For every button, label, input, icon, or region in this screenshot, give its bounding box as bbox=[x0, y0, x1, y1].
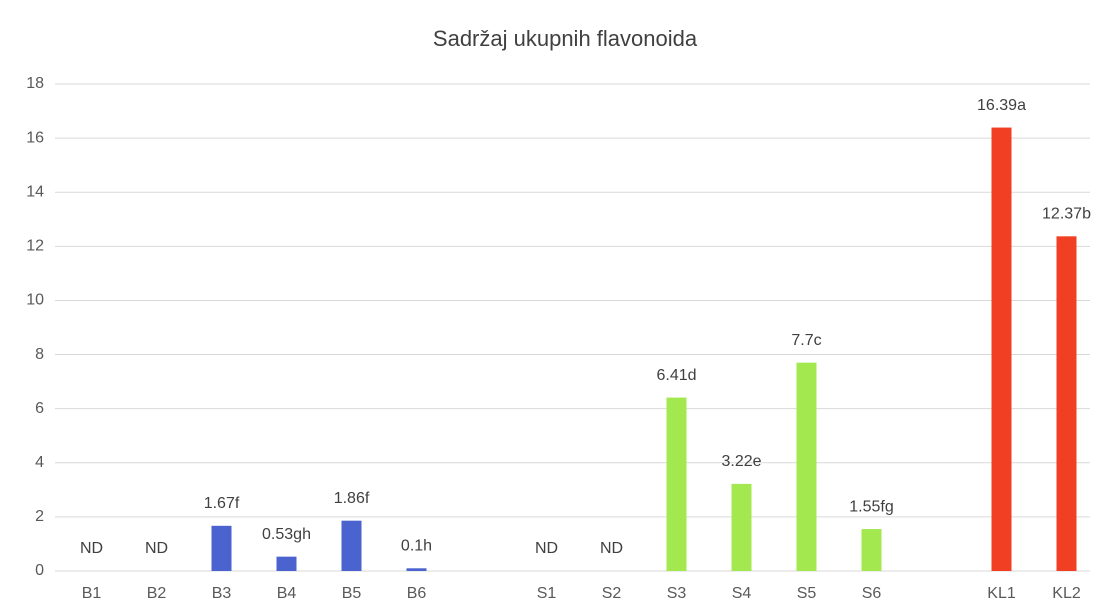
x-tick-label: B6 bbox=[407, 585, 427, 602]
bar bbox=[991, 127, 1012, 571]
x-tick-label: S2 bbox=[602, 585, 622, 602]
value-label: 1.55fg bbox=[849, 498, 893, 515]
x-tick-label: KL1 bbox=[987, 585, 1016, 602]
bar bbox=[211, 525, 232, 571]
x-tick-label: S4 bbox=[732, 585, 752, 602]
bar bbox=[276, 556, 297, 571]
value-label: ND bbox=[535, 540, 558, 557]
bar bbox=[1056, 236, 1077, 571]
y-tick-label: 10 bbox=[26, 292, 44, 309]
y-tick-label: 16 bbox=[26, 129, 44, 146]
x-tick-label: B5 bbox=[342, 585, 362, 602]
bar bbox=[341, 520, 362, 571]
x-tick-label: KL2 bbox=[1052, 585, 1081, 602]
y-tick-label: 0 bbox=[35, 562, 44, 579]
y-tick-label: 2 bbox=[35, 508, 44, 525]
x-tick-label: S6 bbox=[862, 585, 882, 602]
value-label: 3.22e bbox=[721, 453, 761, 470]
x-tick-label: S5 bbox=[797, 585, 817, 602]
value-label: ND bbox=[80, 540, 103, 557]
x-tick-label: S1 bbox=[537, 585, 557, 602]
y-tick-label: 18 bbox=[26, 75, 44, 92]
y-tick-label: 12 bbox=[26, 238, 44, 255]
value-label: 0.53gh bbox=[262, 526, 311, 543]
x-tick-label: B1 bbox=[82, 585, 102, 602]
value-label: 6.41d bbox=[656, 367, 696, 384]
value-label: 7.7c bbox=[791, 332, 821, 349]
y-tick-label: 6 bbox=[35, 400, 44, 417]
y-tick-label: 4 bbox=[35, 454, 44, 471]
value-label: 12.37b bbox=[1042, 206, 1091, 223]
bar bbox=[406, 568, 427, 571]
x-tick-label: S3 bbox=[667, 585, 687, 602]
bar bbox=[666, 397, 687, 571]
value-label: ND bbox=[600, 540, 623, 557]
value-label: ND bbox=[145, 540, 168, 557]
y-tick-label: 8 bbox=[35, 346, 44, 363]
bar bbox=[861, 529, 882, 571]
bar bbox=[731, 483, 752, 571]
x-tick-label: B4 bbox=[277, 585, 297, 602]
x-tick-label: B3 bbox=[212, 585, 232, 602]
value-label: 1.67f bbox=[204, 495, 240, 512]
value-label: 16.39a bbox=[977, 97, 1026, 114]
bar bbox=[796, 362, 817, 571]
y-tick-label: 14 bbox=[26, 183, 44, 200]
x-tick-label: B2 bbox=[147, 585, 167, 602]
value-label: 0.1h bbox=[401, 538, 432, 555]
chart-title: Sadržaj ukupnih flavonoida bbox=[433, 26, 698, 51]
value-label: 1.86f bbox=[334, 490, 370, 507]
